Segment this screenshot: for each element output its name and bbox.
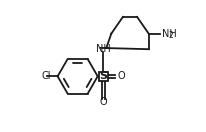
Text: O: O (117, 71, 125, 81)
Text: Cl: Cl (41, 71, 51, 81)
Text: 2: 2 (167, 31, 172, 40)
Text: S: S (99, 71, 107, 81)
Text: O: O (99, 97, 107, 107)
Text: NH: NH (96, 44, 110, 54)
Text: NH: NH (161, 29, 176, 39)
FancyBboxPatch shape (98, 72, 108, 81)
